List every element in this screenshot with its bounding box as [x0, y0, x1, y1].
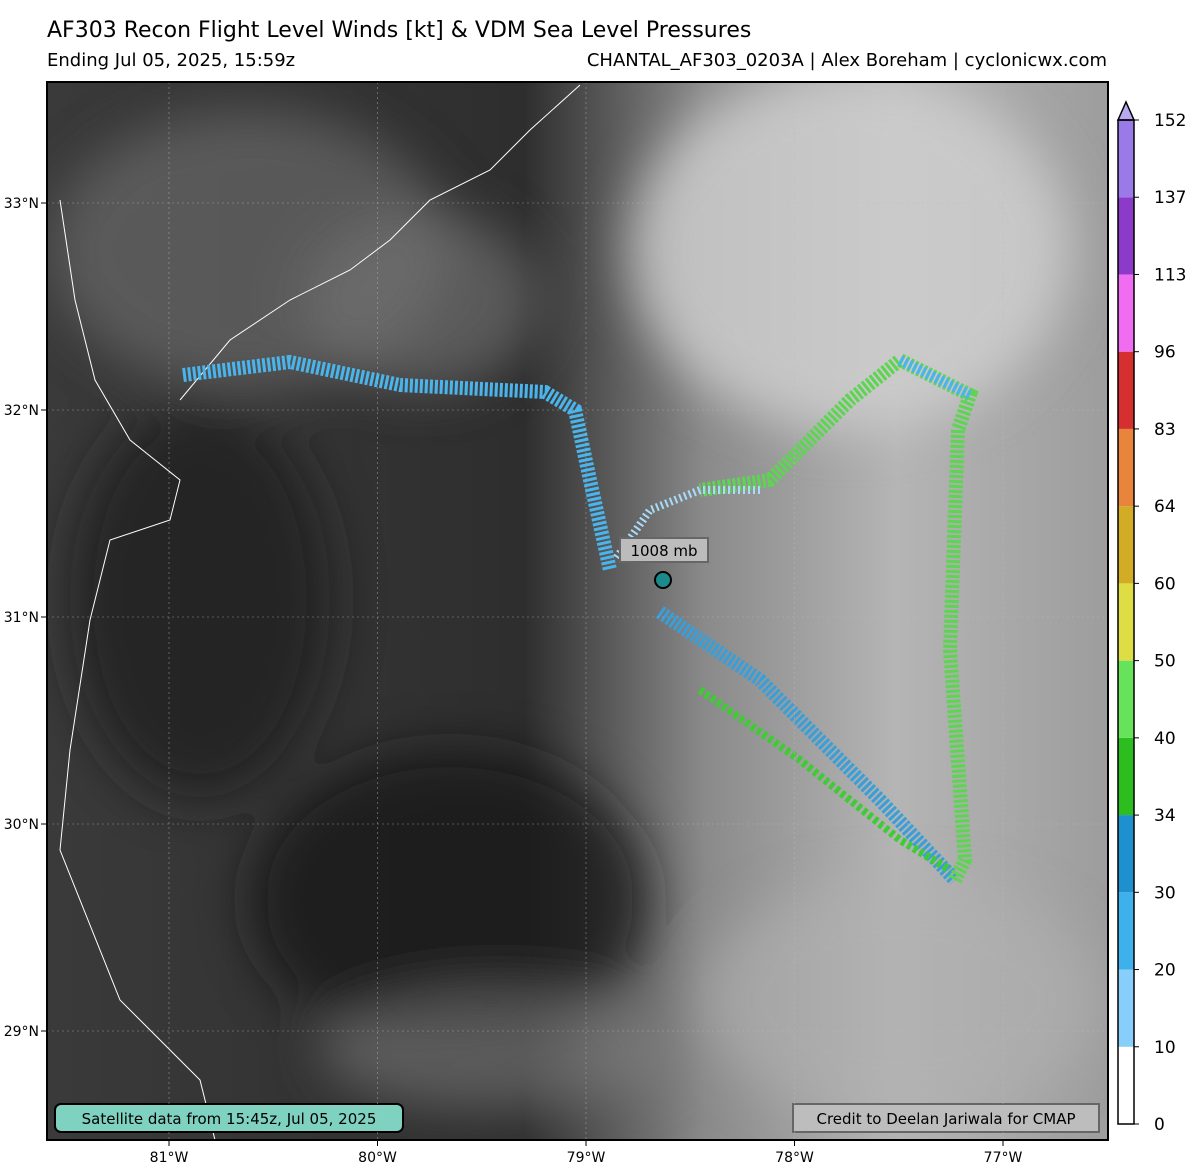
- satellite-note: Satellite data from 15:45z, Jul 05, 2025: [82, 1110, 377, 1128]
- cloud-texture: [50, 82, 1100, 1120]
- colorbar-band: [1118, 660, 1134, 738]
- subtitle: Ending Jul 05, 2025, 15:59z: [47, 50, 295, 71]
- colorbar-band: [1118, 1046, 1134, 1124]
- colorbar-tick-label: 40: [1154, 729, 1176, 749]
- satellite-note-box: [54, 1103, 404, 1133]
- colorbar-frame: [1117, 119, 1135, 1125]
- colorbar-band: [1118, 583, 1134, 661]
- track-leg: [611, 486, 760, 563]
- colorbar-band: [1118, 120, 1134, 198]
- lat-tick-label: 31°N: [4, 610, 39, 626]
- colorbar-band: [1118, 815, 1134, 893]
- colorbar-tick-label: 34: [1154, 806, 1176, 826]
- colorbar: 0 10 20 30 34 40 50 60 64 83 96 113 137 152: [1116, 100, 1186, 1135]
- lat-tick-label: 33°N: [4, 196, 39, 212]
- colorbar-band: [1118, 737, 1134, 816]
- lon-tick-label: 78°W: [775, 1150, 814, 1165]
- colorbar-tick-label: 64: [1154, 497, 1176, 517]
- colorbar-band: [1118, 506, 1134, 584]
- colorbar-tick-label: 10: [1154, 1038, 1176, 1058]
- colorbar-tick-label: 30: [1154, 883, 1176, 903]
- coastline: [59, 199, 216, 1140]
- coastline: [179, 84, 581, 401]
- lon-tick-label: 81°W: [150, 1150, 189, 1165]
- lat-tick-label: 29°N: [4, 1024, 39, 1040]
- track-leg: [182, 354, 617, 572]
- flight-track: [182, 351, 979, 885]
- lon-tick-label: 77°W: [984, 1150, 1023, 1165]
- track-leg: [656, 606, 961, 885]
- colorbar-band: [1118, 274, 1134, 352]
- track-leg: [699, 351, 979, 884]
- credit-box: [792, 1103, 1100, 1133]
- map-frame: [46, 81, 1109, 1141]
- title: AF303 Recon Flight Level Winds [kt] & VD…: [47, 18, 751, 43]
- colorbar-tick-label: 20: [1154, 961, 1176, 981]
- center-fix: [654, 571, 672, 589]
- colorbar-tick-label: 83: [1154, 420, 1176, 440]
- credit: Credit to Deelan Jariwala for CMAP: [817, 1110, 1076, 1128]
- graticule: 33°N 32°N 31°N 30°N 29°N 81°W 80°W 79°W 78°W 77°W: [4, 82, 1108, 1166]
- colorbar-band: [1118, 892, 1134, 970]
- colorbar-tick-label: 60: [1154, 574, 1176, 594]
- lon-tick-label: 79°W: [567, 1150, 606, 1165]
- lon-tick-label: 80°W: [358, 1150, 397, 1165]
- track-leg: [897, 355, 973, 400]
- map-area: 1008 mb Satellite data from 15:45z, Jul …: [47, 82, 1108, 1140]
- colorbar-band: [1118, 969, 1134, 1047]
- lat-tick-label: 32°N: [4, 403, 39, 419]
- colorbar-extend: [1116, 100, 1136, 121]
- pressure-box: [619, 537, 709, 563]
- colorbar-band: [1118, 351, 1134, 429]
- colorbar-band: [1118, 197, 1134, 275]
- pressure-label: 1008 mb: [630, 542, 697, 560]
- colorbar-tick-label: 152: [1154, 111, 1186, 131]
- lat-tick-label: 30°N: [4, 817, 39, 833]
- colorbar-tick-label: 0: [1154, 1115, 1165, 1135]
- colorbar-tick-label: 113: [1154, 265, 1186, 285]
- colorbar-tick-label: 137: [1154, 188, 1186, 208]
- colorbar-tick-label: 96: [1154, 343, 1176, 363]
- colorbar-tick-label: 50: [1154, 652, 1176, 672]
- source: CHANTAL_AF303_0203A | Alex Boreham | cyc…: [587, 50, 1107, 71]
- colorbar-band: [1118, 428, 1134, 507]
